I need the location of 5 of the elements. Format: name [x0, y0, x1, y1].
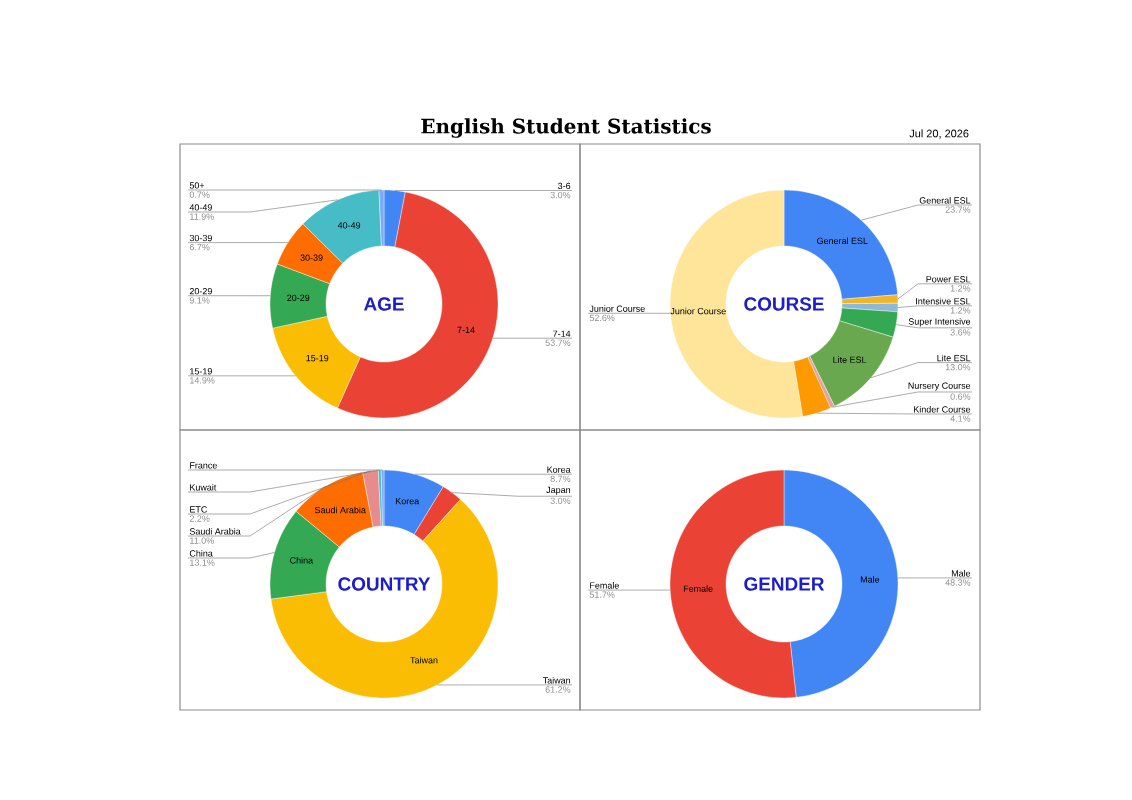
text: English Student Statistics	[421, 118, 711, 138]
text: AGE	[363, 297, 404, 311]
text: COURSE	[744, 297, 824, 311]
text: GENDER	[744, 577, 825, 591]
text: COUNTRY	[338, 577, 431, 591]
